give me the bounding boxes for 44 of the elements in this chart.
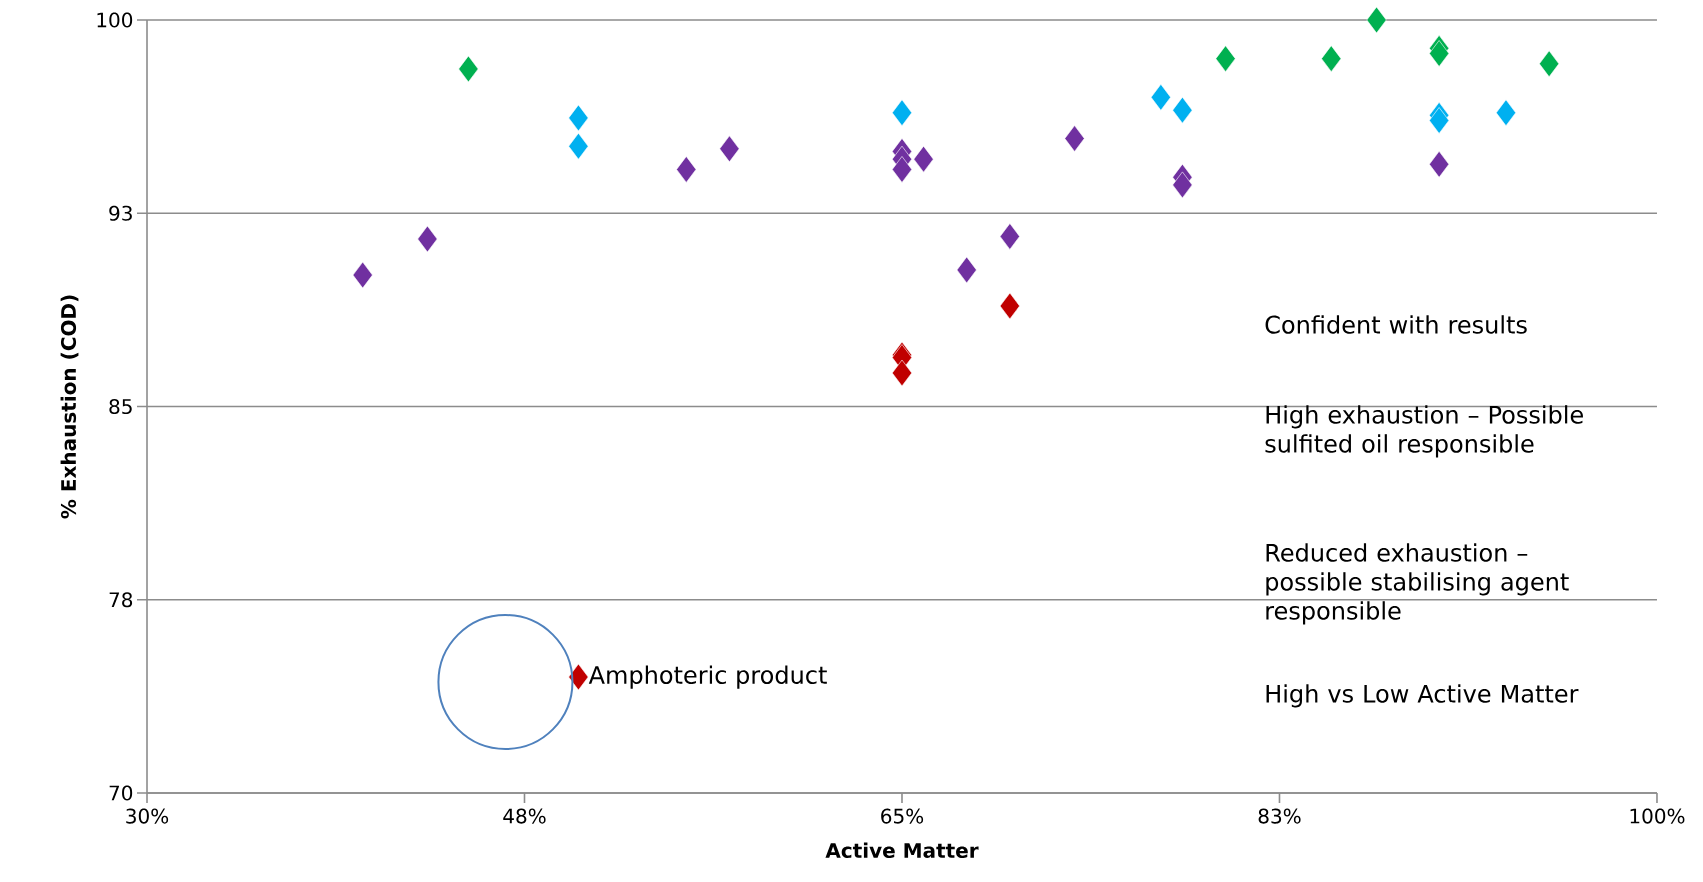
point [999, 292, 1020, 320]
point [1539, 50, 1560, 78]
point [1321, 45, 1342, 72]
x-tick-label: 83% [1258, 808, 1301, 824]
x-tick-label: 100% [1630, 808, 1685, 824]
y-tick-label: 78 [109, 592, 133, 608]
point [417, 225, 438, 253]
y-tick-label: 93 [109, 205, 132, 221]
point [352, 261, 373, 289]
point [1429, 107, 1450, 134]
x-axis-title: Active Matter [825, 842, 979, 858]
point [891, 156, 913, 183]
point [1172, 171, 1193, 199]
point [1172, 96, 1193, 124]
point [676, 156, 697, 183]
annotation: High exhaustion – Possible sulfited oil responsible [1265, 405, 1583, 458]
point [719, 135, 740, 163]
point [568, 104, 589, 132]
point [458, 55, 479, 83]
annotation: Amphoteric product [588, 665, 827, 689]
point [1495, 99, 1517, 127]
point [1366, 6, 1387, 34]
y-tick-label: 100 [97, 12, 133, 28]
point [1429, 40, 1450, 67]
annotation: High vs Low Active Matter [1266, 684, 1579, 708]
point [1429, 150, 1450, 178]
point [1064, 125, 1085, 152]
x-tick-label: 48% [503, 808, 546, 824]
point [568, 663, 589, 691]
point [891, 99, 913, 127]
y-axis-title: % Exhaustion (COD) [60, 295, 79, 519]
y-tick-label: 70 [109, 785, 133, 801]
annotation: Reduced exhaustion – possible stabilising agent responsible [1266, 543, 1569, 625]
annotation: Confident with results [1265, 315, 1527, 334]
point [999, 223, 1020, 250]
point [1215, 45, 1236, 72]
y-tick-label: 85 [109, 398, 132, 415]
point [1150, 83, 1171, 111]
point [568, 132, 589, 160]
point [913, 145, 934, 173]
x-tick-label: 65% [881, 808, 924, 824]
point [956, 256, 977, 284]
x-tick-label: 30% [126, 808, 169, 824]
point [891, 359, 913, 387]
